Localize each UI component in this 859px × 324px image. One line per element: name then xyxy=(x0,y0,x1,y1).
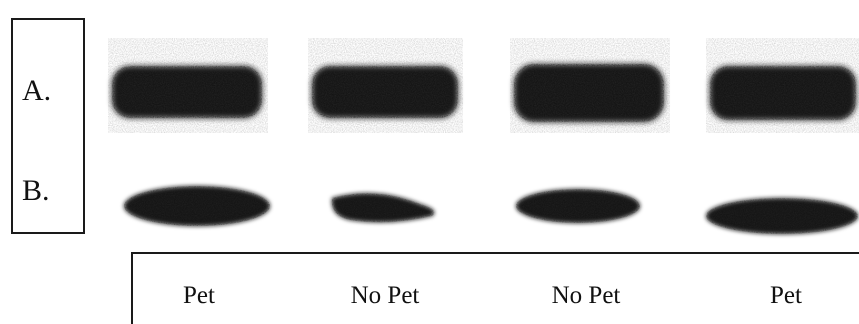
blot-image xyxy=(108,38,859,234)
lane-label-bracket xyxy=(131,252,859,324)
row-a-bands xyxy=(108,38,859,133)
row-label-b: B. xyxy=(22,174,50,207)
band-a-lane-4 xyxy=(706,38,859,133)
lane-label-3: No Pet xyxy=(551,282,621,309)
band-a-lane-1 xyxy=(108,38,268,133)
band-a-lane-3 xyxy=(510,38,670,133)
band-b-lane-4 xyxy=(706,198,858,234)
row-label-a: A. xyxy=(22,74,52,107)
row-b-bands xyxy=(124,186,858,234)
lane-label-4: Pet xyxy=(770,282,802,309)
band-a-lane-2 xyxy=(308,38,463,133)
band-b-lane-2 xyxy=(331,193,435,223)
band-b-lane-3 xyxy=(516,189,640,223)
band-b-lane-1 xyxy=(124,186,270,226)
lane-label-2: No Pet xyxy=(350,282,420,309)
lane-label-1: Pet xyxy=(183,282,215,309)
row-label-box xyxy=(11,18,85,234)
